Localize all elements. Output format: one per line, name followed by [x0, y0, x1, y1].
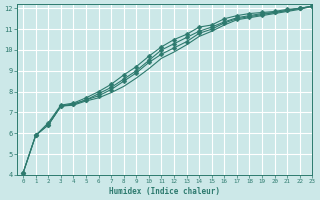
- X-axis label: Humidex (Indice chaleur): Humidex (Indice chaleur): [109, 187, 220, 196]
